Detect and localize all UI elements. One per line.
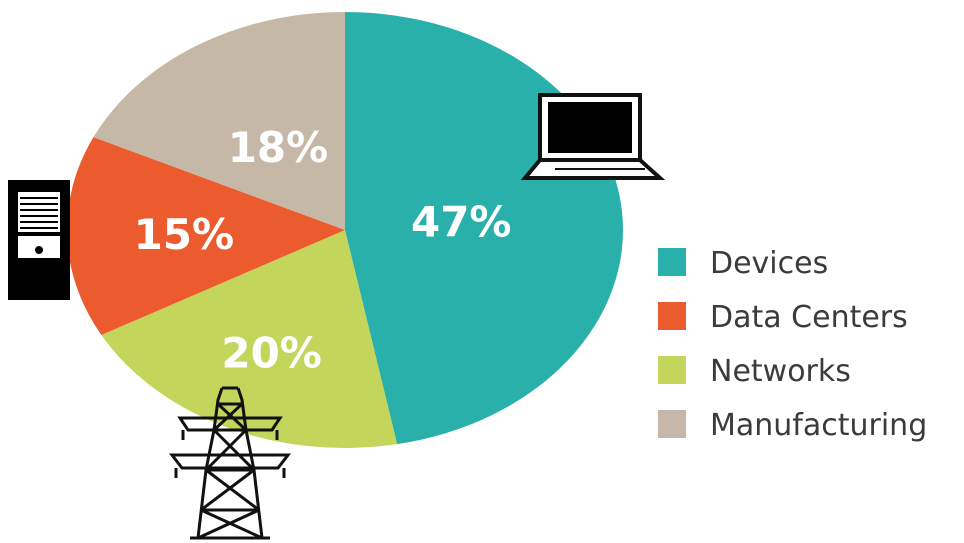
legend-swatch bbox=[658, 302, 686, 330]
laptop-icon bbox=[520, 93, 666, 180]
legend-item-devices: Devices bbox=[658, 246, 828, 281]
legend-item-networks: Networks bbox=[658, 354, 851, 389]
legend-swatch bbox=[658, 356, 686, 384]
legend-swatch bbox=[658, 248, 686, 276]
pie-slice-data-centers bbox=[66, 137, 345, 336]
slice-value-label-data-centers: 15% bbox=[134, 210, 235, 259]
slice-value-label-devices: 47% bbox=[411, 197, 512, 246]
server-icon bbox=[8, 180, 70, 300]
legend-item-manufacturing: Manufacturing bbox=[658, 408, 927, 443]
pie-slice-networks bbox=[101, 230, 398, 448]
legend: Devices Data Centers Networks Manufacturing bbox=[658, 246, 927, 443]
legend-label: Devices bbox=[710, 246, 828, 281]
pie-value-labels: 47% 20% 15% 18% bbox=[134, 123, 512, 377]
legend-swatch bbox=[658, 410, 686, 438]
legend-label: Networks bbox=[710, 354, 851, 389]
slice-value-label-networks: 20% bbox=[221, 328, 322, 377]
legend-label: Data Centers bbox=[710, 300, 908, 335]
legend-label: Manufacturing bbox=[710, 408, 927, 443]
pie-slice-manufacturing bbox=[93, 12, 346, 230]
legend-item-data-centers: Data Centers bbox=[658, 300, 908, 335]
slice-value-label-manufacturing: 18% bbox=[228, 123, 329, 172]
power-tower-icon bbox=[168, 386, 292, 540]
